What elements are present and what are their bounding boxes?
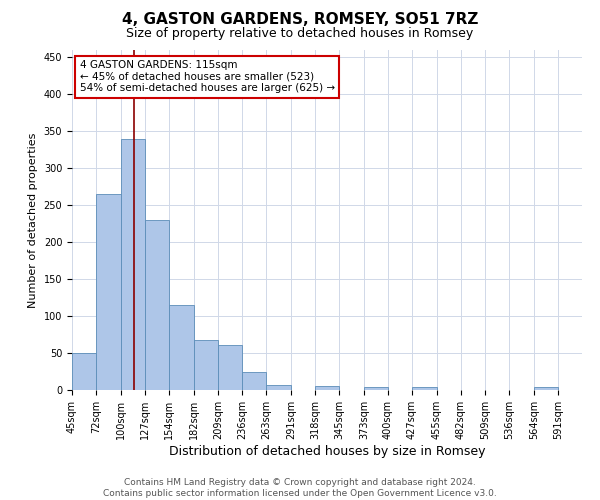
Bar [412,387,437,390]
Bar [315,386,339,390]
Y-axis label: Number of detached properties: Number of detached properties [28,132,38,308]
X-axis label: Distribution of detached houses by size in Romsey: Distribution of detached houses by size … [169,444,485,458]
Bar [218,345,242,390]
Bar [169,305,194,390]
Bar [194,340,218,390]
Text: 4 GASTON GARDENS: 115sqm
← 45% of detached houses are smaller (523)
54% of semi-: 4 GASTON GARDENS: 115sqm ← 45% of detach… [80,60,335,94]
Bar [364,387,388,390]
Bar [242,372,266,390]
Bar [266,385,291,390]
Bar [121,138,145,390]
Text: Size of property relative to detached houses in Romsey: Size of property relative to detached ho… [127,28,473,40]
Text: 4, GASTON GARDENS, ROMSEY, SO51 7RZ: 4, GASTON GARDENS, ROMSEY, SO51 7RZ [122,12,478,28]
Bar [145,220,169,390]
Bar [72,353,96,390]
Text: Contains HM Land Registry data © Crown copyright and database right 2024.
Contai: Contains HM Land Registry data © Crown c… [103,478,497,498]
Bar [96,194,121,390]
Bar [534,387,558,390]
